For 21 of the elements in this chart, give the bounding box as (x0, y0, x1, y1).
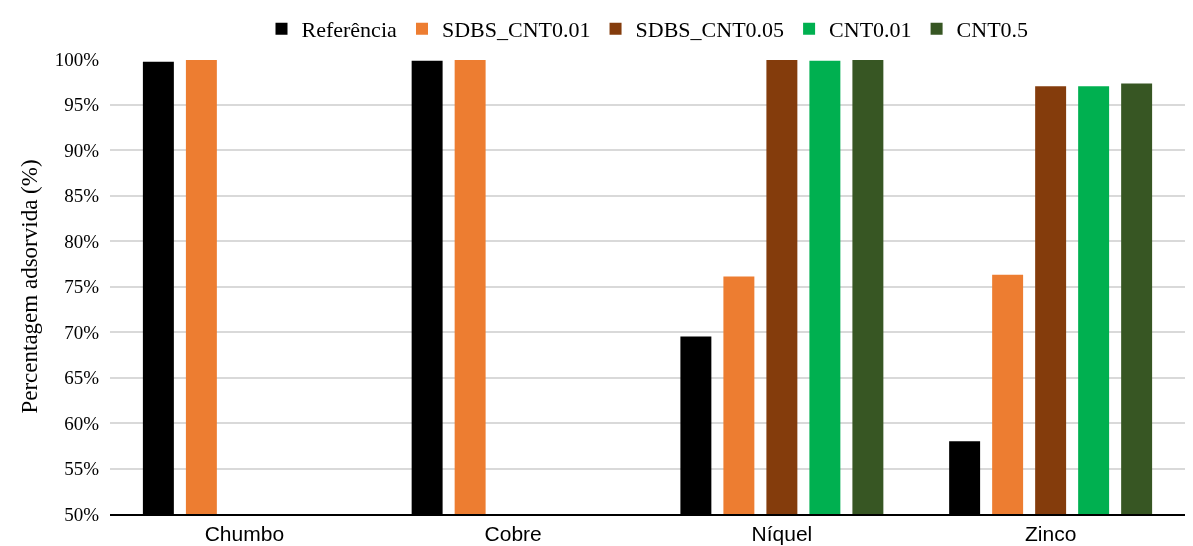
x-tick-label: Níquel (751, 521, 813, 545)
y-tick-label: 50% (64, 503, 100, 525)
x-tick-label: Zinco (1024, 521, 1077, 545)
legend-label: SDBS_CNT0.05 (635, 17, 785, 43)
legend-label: CNT0.5 (956, 17, 1029, 43)
legend-label: SDBS_CNT0.01 (442, 17, 591, 43)
y-tick-label: 85% (64, 185, 100, 207)
y-tick-label: 60% (64, 412, 100, 434)
x-tick-label: Chumbo (204, 521, 285, 545)
x-tick-label: Cobre (484, 521, 542, 545)
y-tick-label: 100% (54, 48, 100, 70)
y-tick-label: 70% (64, 321, 100, 343)
y-tick-label: 80% (64, 230, 100, 252)
y-tick-label: 75% (64, 276, 100, 298)
legend-label: CNT0.01 (829, 17, 912, 43)
y-tick-label: 65% (64, 367, 100, 389)
y-axis-title: Percentagem adsorvida (%) (17, 159, 43, 414)
y-tick-label: 90% (64, 139, 100, 161)
y-tick-label: 55% (64, 458, 100, 480)
y-tick-label: 95% (64, 94, 100, 116)
legend-label: Referência (301, 17, 397, 43)
